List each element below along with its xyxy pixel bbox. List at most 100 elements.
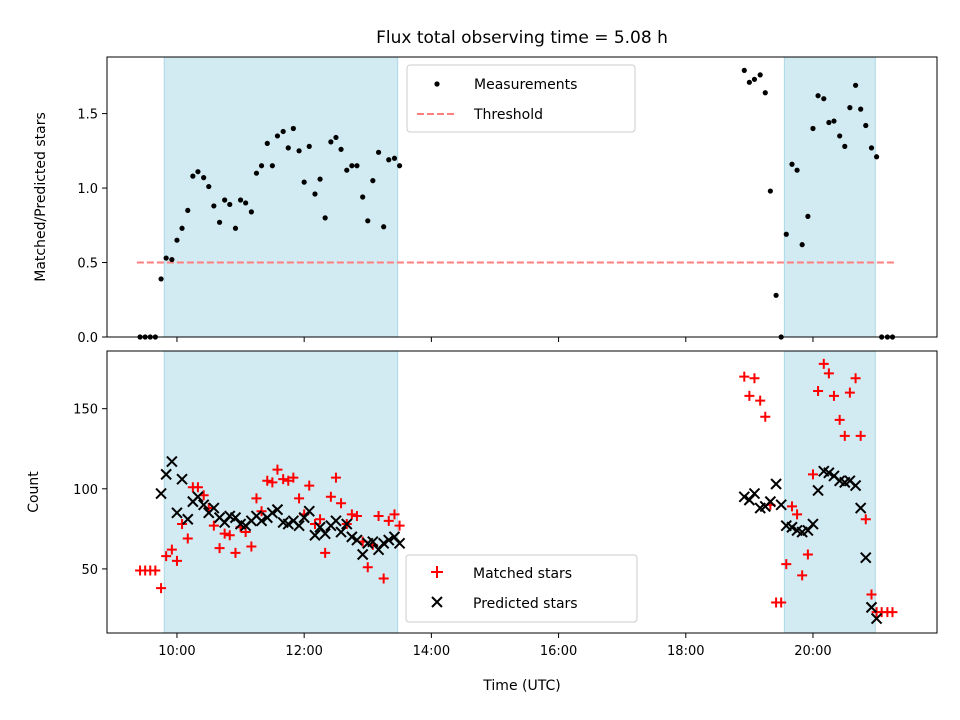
- predicted-star-point: [738, 491, 750, 503]
- measurement-point: [274, 133, 281, 139]
- predicted-star-point: [166, 455, 178, 468]
- measurement-point: [783, 231, 789, 237]
- predicted-star-point: [812, 484, 824, 497]
- ratio-shaded-intervals: [163, 56, 876, 338]
- matched-star-point: [394, 520, 405, 531]
- measurement-point: [831, 118, 837, 124]
- predicted-star-point: [346, 531, 358, 543]
- measurement-point: [190, 173, 196, 179]
- count-x-ticks: 10:00 12:00 14:00 16:00 18:00 20:00: [158, 633, 832, 659]
- measurement-point: [381, 224, 387, 230]
- predicted-star-point: [770, 478, 782, 490]
- measurement-point: [751, 76, 758, 82]
- matched-star-point: [844, 387, 855, 398]
- predicted-star-point: [807, 518, 819, 530]
- matched-star-point: [219, 528, 230, 539]
- shaded-interval-1: [783, 350, 876, 634]
- predicted-star-point: [854, 502, 867, 514]
- measurement-point: [852, 82, 859, 88]
- measurement-point: [773, 292, 779, 298]
- predicted-star-point: [367, 535, 379, 548]
- matched-star-point: [346, 509, 357, 520]
- x-axis-label: Time (UTC): [482, 678, 560, 694]
- matched-star-point: [177, 519, 188, 530]
- ratio-x-ticks: [176, 337, 814, 342]
- legend-measurements-marker: [434, 81, 440, 87]
- measurement-point: [322, 215, 328, 221]
- x-tick-label: 12:00: [285, 644, 322, 659]
- measurement-point: [301, 179, 307, 185]
- matched-star-point: [192, 482, 203, 493]
- matched-star-point: [272, 464, 283, 475]
- matched-star-point: [251, 493, 262, 504]
- predicted-star-point: [208, 502, 220, 514]
- matched-star-point: [224, 530, 235, 541]
- matched-star-point: [813, 386, 824, 397]
- matched-star-point: [887, 607, 898, 618]
- measurement-point: [258, 163, 265, 169]
- matched-star-point: [267, 477, 278, 488]
- matched-star-point: [818, 358, 829, 369]
- matched-star-point: [214, 543, 225, 554]
- measurement-point: [826, 119, 832, 126]
- count-axes-frame: [106, 350, 938, 634]
- matched-star-point: [797, 570, 808, 581]
- legend-measurements-label: Measurements: [474, 77, 577, 93]
- matched-star-point: [330, 472, 341, 483]
- measurement-point: [201, 175, 207, 181]
- predicted-star-point: [748, 487, 761, 500]
- matched-star-point: [161, 551, 172, 562]
- measurement-point: [169, 256, 175, 263]
- predicted-star-point: [823, 467, 835, 479]
- measurement-point: [842, 143, 848, 149]
- matched-star-point: [171, 555, 182, 566]
- measurement-point: [222, 197, 228, 203]
- measurement-point: [354, 163, 360, 169]
- predicted-star-point: [182, 513, 194, 525]
- y-tick-label: 150: [73, 403, 98, 418]
- matched-star-point: [792, 509, 803, 520]
- measurement-point: [365, 218, 371, 224]
- measurement-point: [805, 213, 811, 219]
- matched-star-point: [802, 549, 813, 560]
- measurement-point: [312, 191, 318, 197]
- matched-star-point: [749, 373, 760, 384]
- matched-star-point: [828, 390, 839, 401]
- measurement-point: [185, 207, 191, 214]
- predicted-star-point: [197, 499, 210, 511]
- measurement-point: [317, 176, 323, 182]
- matched-star-point: [389, 509, 400, 520]
- measurement-point: [815, 93, 821, 99]
- matched-star-point: [150, 565, 161, 576]
- measurement-point: [237, 197, 244, 203]
- measurement-point: [794, 167, 800, 173]
- matched-star-point: [315, 514, 326, 525]
- legend-predicted-label: Predicted stars: [473, 596, 578, 612]
- y-tick-label: 1.5: [77, 108, 98, 123]
- predicted-star-point: [351, 534, 363, 546]
- measurement-point: [873, 154, 880, 160]
- measurement-point: [285, 145, 291, 151]
- matched-star-point: [262, 475, 273, 486]
- measurement-point: [360, 194, 366, 200]
- predicted-star-point: [341, 518, 353, 530]
- predicted-star-point: [865, 601, 878, 614]
- x-tick-label: 14:00: [413, 644, 450, 659]
- chart-title: Flux total observing time = 5.08 h: [376, 28, 668, 48]
- matched-star-point: [855, 430, 866, 441]
- ratio-panel: 0.0 0.5 1.0 1.5 Matched/Predicted stars Mea…: [33, 56, 938, 346]
- legend-predicted-marker: [431, 596, 443, 608]
- count-y-axis-label: Count: [26, 471, 42, 513]
- y-tick-label: 0.0: [77, 331, 98, 346]
- predicted-star-point: [266, 507, 279, 519]
- y-tick-label: 100: [73, 483, 98, 498]
- count-legend: Matched stars Predicted stars: [405, 554, 638, 623]
- matched-star-point: [739, 371, 750, 382]
- predicted-star-point: [870, 612, 883, 625]
- matched-star-point: [320, 547, 331, 558]
- y-tick-label: 50: [81, 563, 98, 578]
- predicted-star-point: [282, 518, 294, 530]
- measurement-point: [746, 79, 752, 85]
